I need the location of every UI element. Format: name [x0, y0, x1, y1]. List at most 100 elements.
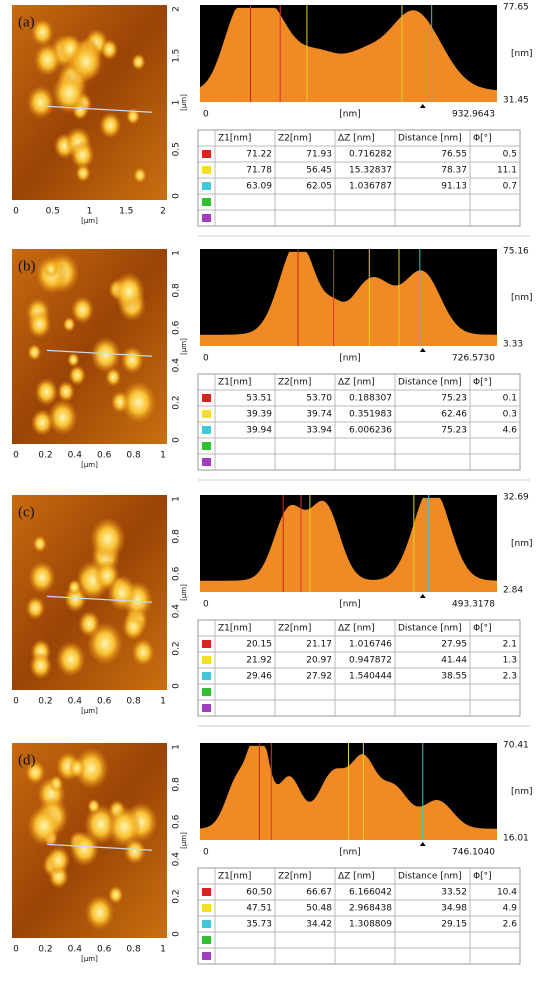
row-swatch: [202, 688, 211, 696]
table-cell: 0.3: [503, 410, 517, 420]
afm-particle: [90, 336, 121, 373]
afm-particle: [47, 399, 78, 436]
image-y-tick: 1: [172, 100, 182, 106]
image-x-tick: 0: [13, 451, 19, 461]
row-swatch: [202, 426, 211, 434]
image-y-unit: [μm]: [180, 832, 188, 849]
row-swatch: [202, 166, 211, 174]
table-cell: 33.52: [441, 888, 467, 898]
table-header: Z2[nm]: [278, 134, 311, 144]
profile-xunit: [nm]: [339, 600, 361, 610]
image-y-tick: 1: [172, 250, 182, 256]
image-y-tick: 0.2: [172, 395, 182, 409]
table-cell: 15.32837: [349, 166, 392, 176]
image-y-unit: [μm]: [180, 338, 188, 355]
table-cell: 39.39: [246, 410, 272, 420]
afm-particle: [106, 806, 142, 848]
table-cell: 1.036787: [349, 182, 392, 192]
image-x-tick: 0.4: [68, 945, 83, 955]
image-x-unit: [μm]: [81, 461, 98, 469]
image-x-tick: 1: [160, 451, 166, 461]
row-swatch: [202, 888, 211, 896]
afm-particle: [51, 71, 87, 114]
table-cell: 78.37: [441, 166, 467, 176]
table-cell: 0.716282: [349, 150, 392, 160]
image-y-tick: 0.5: [172, 142, 182, 156]
row-swatch: [202, 952, 211, 960]
table-header: ΔZ [nm]: [338, 872, 375, 882]
image-y-tick: 2: [172, 6, 182, 12]
profile-marker: [419, 842, 426, 846]
table-cell: 47.51: [246, 904, 272, 914]
afm-particle: [57, 381, 75, 403]
image-x-tick: 0.8: [126, 451, 141, 461]
profile-fill: [200, 497, 497, 592]
table-cell: 2.1: [503, 640, 517, 650]
profile-xmax: 932.9643: [452, 110, 495, 120]
profile-x0: 0: [203, 848, 209, 858]
row-swatch: [202, 458, 211, 466]
image-y-tick: 0.4: [172, 852, 182, 867]
image-x-tick: 0.8: [126, 945, 141, 955]
image-x-tick: 0: [13, 945, 19, 955]
table-header: ΔZ [nm]: [338, 624, 375, 634]
profile-xmax: 493.3178: [452, 600, 495, 610]
afm-particle: [70, 140, 95, 170]
image-x-tick: 0.5: [46, 207, 60, 217]
profile-yunit: [nm]: [511, 49, 533, 59]
table-cell: 2.6: [503, 920, 518, 930]
image-x-tick: 0.6: [97, 451, 112, 461]
table-cell: 20.97: [306, 656, 332, 666]
image-x-tick: 0: [13, 207, 19, 217]
afm-particle: [100, 38, 119, 61]
table-cell: 39.74: [306, 410, 332, 420]
afm-particle: [106, 574, 137, 611]
afm-particle: [99, 112, 122, 139]
table-cell: 62.46: [441, 410, 467, 420]
afm-particle: [113, 272, 145, 311]
table-cell: 33.94: [306, 426, 332, 436]
row-swatch: [202, 410, 211, 418]
table-cell: 60.50: [246, 888, 272, 898]
afm-particle: [69, 41, 103, 82]
afm-particle: [46, 846, 71, 875]
profile-yunit: [nm]: [511, 293, 533, 303]
profile-xunit: [nm]: [339, 110, 361, 120]
image-y-unit: [μm]: [180, 584, 188, 601]
table-cell: 6.006236: [349, 426, 392, 436]
profile-ymin: 31.45: [503, 96, 529, 106]
image-y-tick: 0.8: [172, 529, 182, 544]
table-header: Distance [nm]: [398, 134, 462, 144]
table-header: Z1[nm]: [218, 624, 251, 634]
table-cell: 71.78: [246, 166, 272, 176]
row-swatch: [202, 150, 211, 158]
profile-x0: 0: [203, 354, 209, 364]
panel-label: (c): [18, 504, 35, 520]
profile-x0: 0: [203, 110, 209, 120]
table-cell: 35.73: [246, 920, 272, 930]
profile-ymax: 70.41: [503, 741, 529, 751]
table-cell: 29.46: [246, 672, 272, 682]
table-header: ΔZ [nm]: [338, 134, 375, 144]
image-x-tick: 0.2: [38, 697, 52, 707]
image-y-tick: 0: [172, 193, 182, 199]
table-cell: 2.3: [503, 672, 517, 682]
table-cell: 75.23: [441, 394, 467, 404]
image-y-tick: 0.4: [172, 604, 182, 619]
scan-line: [46, 105, 153, 113]
profile-ymax: 32.69: [503, 493, 529, 503]
image-y-unit: [μm]: [180, 94, 188, 111]
image-y-tick: 0.6: [172, 814, 182, 829]
table-cell: 39.94: [246, 426, 272, 436]
profile-ymin: 16.01: [503, 834, 529, 844]
image-y-tick: 1: [172, 744, 182, 750]
scan-line: [46, 595, 153, 603]
row-swatch: [202, 936, 211, 944]
afm-particle: [25, 596, 46, 620]
table-header: ΔZ [nm]: [338, 378, 375, 388]
row-swatch: [202, 656, 211, 664]
profile-xmax: 746.1040: [452, 848, 495, 858]
table-cell: 53.70: [306, 394, 332, 404]
table-cell: 53.51: [246, 394, 272, 404]
